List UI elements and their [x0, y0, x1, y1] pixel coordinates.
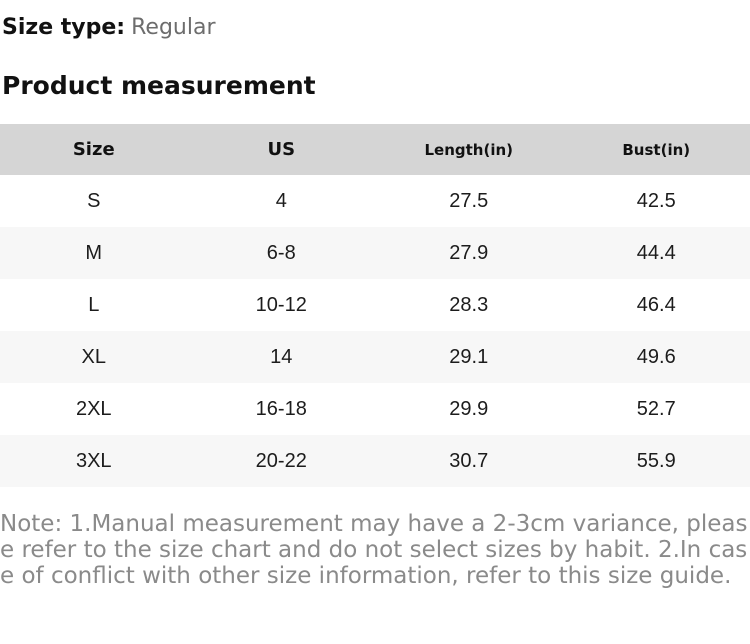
- table-cell: 2XL: [0, 383, 188, 435]
- table-cell: 27.9: [375, 227, 563, 279]
- table-cell: 55.9: [563, 435, 750, 487]
- table-cell: 49.6: [563, 331, 750, 383]
- table-cell: 30.7: [375, 435, 563, 487]
- table-cell: 52.7: [563, 383, 750, 435]
- product-measurement-title: Product measurement: [2, 71, 750, 101]
- table-cell: 16-18: [188, 383, 376, 435]
- table-cell: L: [0, 279, 188, 331]
- table-cell: 29.1: [375, 331, 563, 383]
- column-header-length: Length(in): [375, 124, 563, 175]
- column-header-us: US: [188, 124, 376, 175]
- table-cell: 4: [188, 175, 376, 227]
- header-row: Size US Length(in) Bust(in): [0, 124, 750, 175]
- table-cell: M: [0, 227, 188, 279]
- size-type-label: Size type:: [2, 15, 125, 40]
- column-header-bust: Bust(in): [563, 124, 750, 175]
- table-cell: 14: [188, 331, 376, 383]
- size-chart-header: Size US Length(in) Bust(in): [0, 124, 750, 175]
- table-cell: 44.4: [563, 227, 750, 279]
- size-type-row: Size type:Regular: [2, 14, 750, 41]
- table-cell: 20-22: [188, 435, 376, 487]
- table-cell: 29.9: [375, 383, 563, 435]
- table-cell: 10-12: [188, 279, 376, 331]
- size-type-value: Regular: [131, 15, 215, 40]
- table-cell: 27.5: [375, 175, 563, 227]
- table-cell: 6-8: [188, 227, 376, 279]
- table-cell: 3XL: [0, 435, 188, 487]
- table-cell: S: [0, 175, 188, 227]
- column-header-size: Size: [0, 124, 188, 175]
- table-cell: 28.3: [375, 279, 563, 331]
- table-cell: 46.4: [563, 279, 750, 331]
- table-cell: 42.5: [563, 175, 750, 227]
- table-cell: XL: [0, 331, 188, 383]
- note-text: Note: 1.Manual measurement may have a 2-…: [0, 511, 750, 589]
